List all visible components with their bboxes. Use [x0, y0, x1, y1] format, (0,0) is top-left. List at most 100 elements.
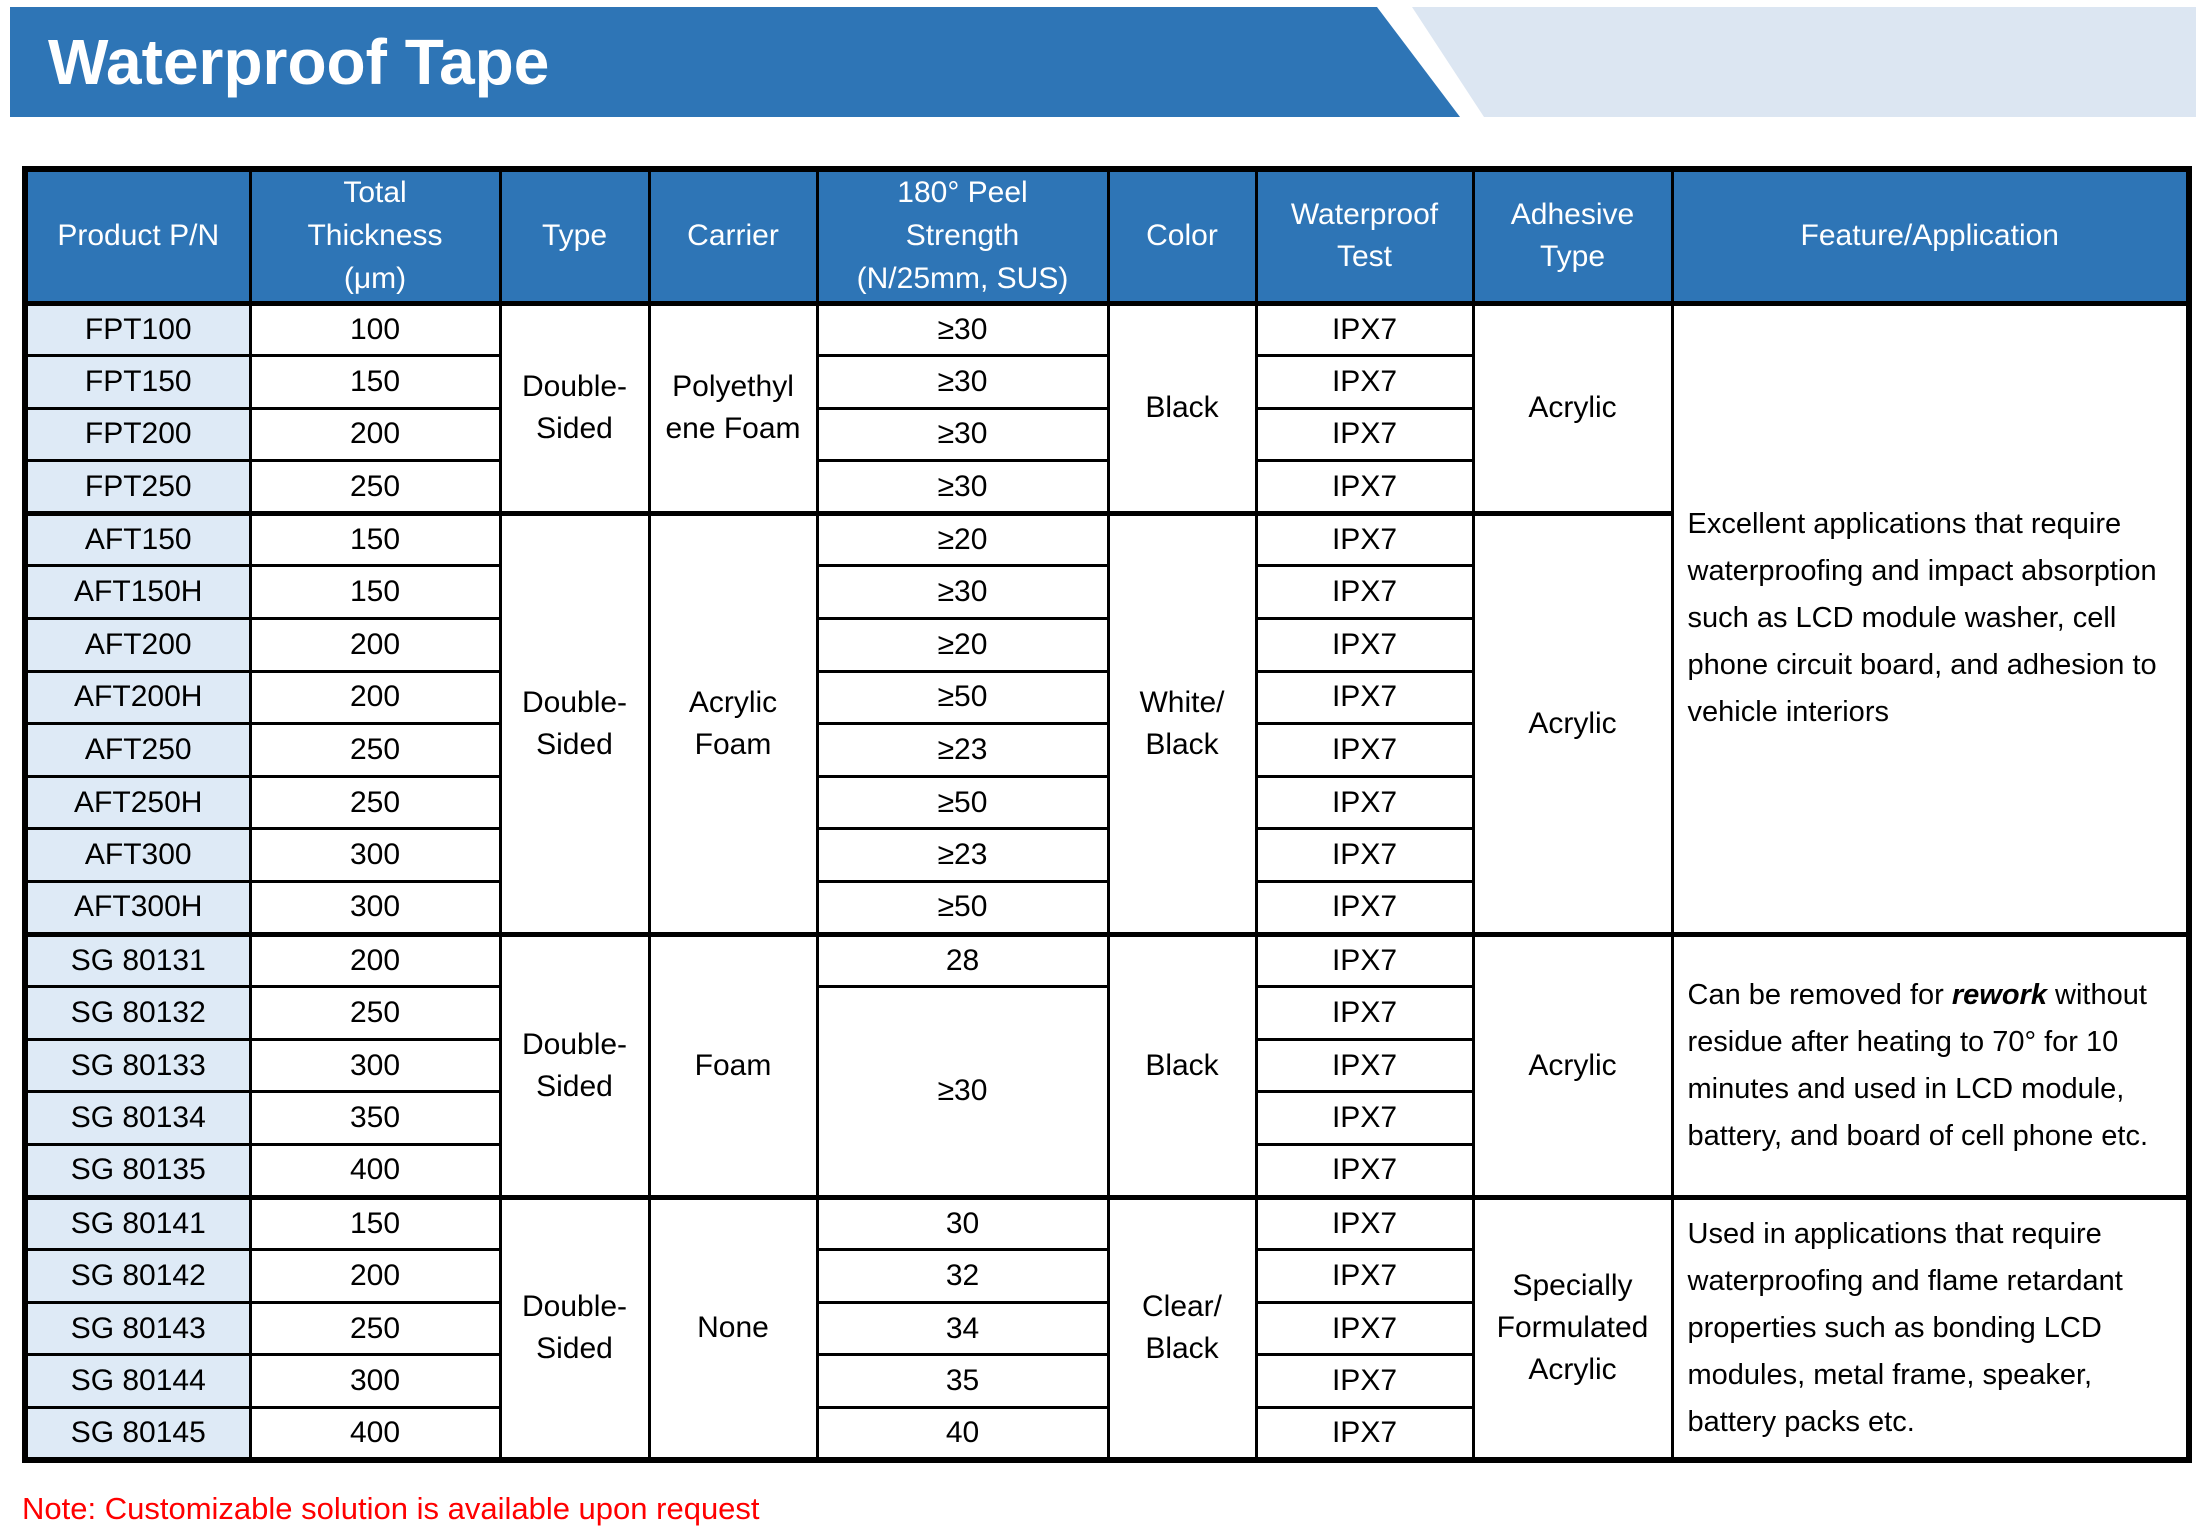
col-header-type: Type [498, 167, 651, 305]
col-header-carrier: Carrier [647, 167, 819, 305]
cell-waterproof-test: IPX7 [1254, 1143, 1475, 1199]
cell-waterproof-test: IPX7 [1254, 1194, 1475, 1252]
banner-light-shape [1412, 7, 2196, 117]
cell-peel: ≥23 [815, 722, 1110, 778]
cell-thickness: 150 [248, 1194, 502, 1252]
cell-peel: ≥20 [815, 617, 1110, 673]
cell-product-pn: SG 80142 [23, 1248, 252, 1304]
cell-feature-fpt-aft: Excellent applications that require wate… [1670, 300, 2191, 936]
cell-peel: ≥23 [815, 827, 1110, 884]
cell-adhesive: Acrylic [1471, 510, 1674, 936]
cell-waterproof-test: IPX7 [1254, 669, 1475, 726]
cell-thickness: 200 [248, 406, 502, 463]
cell-waterproof-test: IPX7 [1254, 617, 1475, 673]
cell-product-pn: AFT200H [23, 669, 252, 726]
table-row: FPT150 150 ≥30 IPX7 [23, 354, 2189, 410]
table-row: SG 80133 300 IPX7 [23, 1037, 2189, 1094]
feature-text: without residue after heating to 70° for… [1687, 978, 2149, 1152]
cell-thickness: 250 [248, 459, 502, 515]
table-row: AFT200 200 ≥20 IPX7 [23, 617, 2189, 673]
cell-waterproof-test: IPX7 [1254, 1405, 1475, 1462]
cell-peel: ≥30 [815, 354, 1110, 410]
cell-peel: 30 [815, 1194, 1110, 1252]
table-row: SG 80142 200 32 IPX7 [23, 1248, 2189, 1304]
table-row: SG 80131 200 Double- Sided Foam 28 Black… [23, 931, 2191, 1199]
cell-color: Clear/ Black [1106, 1194, 1258, 1462]
cell-feature-sg14: Used in applications that require waterp… [1670, 1194, 2191, 1462]
cell-peel: ≥50 [815, 669, 1110, 726]
cell-peel: ≥50 [815, 774, 1110, 831]
cell-thickness: 250 [248, 1300, 502, 1357]
table-row: AFT250H 250 ≥50 IPX7 [23, 774, 2189, 831]
cell-thickness: 350 [248, 1090, 502, 1146]
table-row: AFT150H 150 ≥30 IPX7 [23, 564, 2189, 621]
cell-waterproof-test: IPX7 [1254, 931, 1475, 989]
table-row: SG 80132 250 ≥30 IPX7 [23, 985, 2189, 1199]
feature-text: Can be removed for [1687, 978, 1952, 1011]
note-text: Note: Customizable solution is available… [22, 1491, 760, 1526]
cell-thickness: 400 [248, 1143, 502, 1199]
cell-peel: ≥30 [815, 564, 1110, 621]
table-row: FPT250 250 ≥30 IPX7 [23, 459, 2189, 515]
cell-waterproof-test: IPX7 [1254, 1090, 1475, 1146]
cell-thickness: 200 [248, 1248, 502, 1304]
cell-type: Double- Sided [498, 1194, 651, 1462]
table-row: FPT200 200 ≥30 IPX7 [23, 406, 2189, 463]
cell-product-pn: FPT100 [23, 300, 252, 358]
banner-accent-shape: Waterproof Tape [10, 7, 1460, 117]
col-header-thickness: Total Thickness (μm) [248, 167, 502, 305]
col-header-waterproof-test: Waterproof Test [1254, 167, 1475, 305]
cell-waterproof-test: IPX7 [1254, 300, 1475, 358]
cell-peel: ≥20 [815, 510, 1110, 568]
cell-peel: 34 [815, 1300, 1110, 1357]
page-title: Waterproof Tape [48, 26, 550, 98]
col-header-product-pn: Product P/N [23, 167, 252, 305]
cell-product-pn: FPT200 [23, 406, 252, 463]
cell-product-pn: AFT250 [23, 722, 252, 778]
cell-thickness: 200 [248, 617, 502, 673]
cell-product-pn: SG 80145 [23, 1405, 252, 1462]
cell-product-pn: AFT200 [23, 617, 252, 673]
table-row: SG 80141 150 Double- Sided None 30 Clear… [23, 1194, 2191, 1462]
cell-adhesive: Acrylic [1471, 300, 1674, 515]
table-row: AFT250 250 ≥23 IPX7 [23, 722, 2189, 778]
cell-waterproof-test: IPX7 [1254, 880, 1475, 936]
cell-product-pn: SG 80134 [23, 1090, 252, 1146]
table-row: SG 80135 400 IPX7 [23, 1143, 2189, 1199]
table-row: AFT300 300 ≥23 IPX7 [23, 827, 2189, 884]
col-header-feature: Feature/Application [1670, 167, 2191, 305]
cell-thickness: 250 [248, 985, 502, 1041]
cell-product-pn: SG 80131 [23, 931, 252, 989]
cell-carrier: Acrylic Foam [647, 510, 819, 936]
cell-product-pn: SG 80133 [23, 1037, 252, 1094]
cell-waterproof-test: IPX7 [1254, 722, 1475, 778]
cell-peel: ≥50 [815, 880, 1110, 936]
cell-product-pn: SG 80144 [23, 1353, 252, 1409]
cell-waterproof-test: IPX7 [1254, 564, 1475, 621]
cell-thickness: 150 [248, 564, 502, 621]
product-table: Product P/N Total Thickness (μm) Type Ca… [22, 166, 2192, 1464]
cell-adhesive: Specially Formulated Acrylic [1471, 1194, 1674, 1462]
table-row: AFT150 150 Double- Sided Acrylic Foam ≥2… [23, 510, 2189, 936]
cell-product-pn: SG 80143 [23, 1300, 252, 1357]
cell-carrier: Polyethyl ene Foam [647, 300, 819, 515]
cell-product-pn: AFT300H [23, 880, 252, 936]
cell-waterproof-test: IPX7 [1254, 985, 1475, 1041]
cell-thickness: 200 [248, 931, 502, 989]
table-row: SG 80145 400 40 IPX7 [23, 1405, 2189, 1462]
table-row: SG 80134 350 IPX7 [23, 1090, 2189, 1146]
cell-type: Double- Sided [498, 300, 651, 515]
cell-thickness: 300 [248, 1353, 502, 1409]
col-header-color: Color [1106, 167, 1258, 305]
cell-product-pn: SG 80141 [23, 1194, 252, 1252]
cell-peel: ≥30 [815, 459, 1110, 515]
cell-product-pn: AFT150H [23, 564, 252, 621]
cell-peel: 35 [815, 1353, 1110, 1409]
cell-waterproof-test: IPX7 [1254, 1353, 1475, 1409]
cell-product-pn: AFT300 [23, 827, 252, 884]
cell-product-pn: AFT250H [23, 774, 252, 831]
col-header-adhesive-type: Adhesive Type [1471, 167, 1674, 305]
cell-thickness: 300 [248, 827, 502, 884]
cell-product-pn: FPT250 [23, 459, 252, 515]
cell-waterproof-test: IPX7 [1254, 774, 1475, 831]
